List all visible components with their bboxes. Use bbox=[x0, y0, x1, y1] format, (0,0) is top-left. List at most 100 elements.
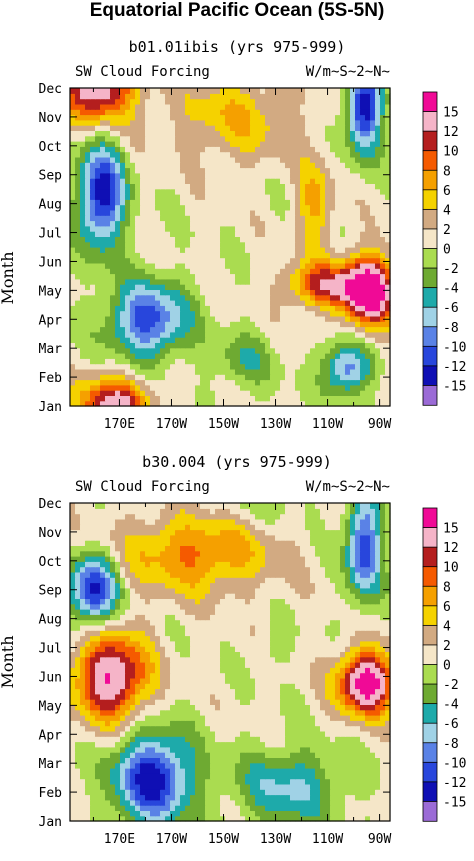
field-cell bbox=[355, 199, 361, 205]
field-cell bbox=[315, 109, 321, 115]
field-cell bbox=[355, 215, 361, 221]
field-cell bbox=[290, 226, 296, 232]
field-cell bbox=[380, 795, 386, 801]
field-cell bbox=[215, 358, 221, 364]
field-cell bbox=[340, 130, 346, 136]
field-cell bbox=[125, 279, 131, 285]
field-cell bbox=[150, 199, 156, 205]
field-cell bbox=[80, 279, 86, 285]
field-cell bbox=[105, 157, 111, 163]
field-cell bbox=[260, 789, 266, 795]
field-cell bbox=[115, 784, 121, 790]
field-cell bbox=[165, 810, 171, 816]
field-cell bbox=[225, 747, 231, 753]
field-cell bbox=[135, 805, 141, 811]
field-cell bbox=[280, 757, 286, 763]
field-cell bbox=[225, 316, 231, 322]
field-cell bbox=[160, 199, 166, 205]
field-cell bbox=[305, 146, 311, 152]
field-cell bbox=[160, 168, 166, 174]
field-cell bbox=[205, 268, 211, 274]
field-cell bbox=[200, 189, 206, 195]
field-cell bbox=[225, 810, 231, 816]
field-cell bbox=[75, 736, 81, 742]
field-cell bbox=[315, 125, 321, 131]
field-cell bbox=[135, 289, 141, 295]
right-string: W/m~S~2~N~ bbox=[306, 479, 390, 495]
field-cell bbox=[280, 369, 286, 375]
field-cell bbox=[275, 236, 281, 242]
field-cell bbox=[85, 221, 91, 227]
field-cell bbox=[230, 226, 236, 232]
field-cell bbox=[245, 757, 251, 763]
field-cell bbox=[190, 327, 196, 333]
field-cell bbox=[125, 784, 131, 790]
field-cell bbox=[220, 316, 226, 322]
field-cell bbox=[70, 263, 76, 269]
field-cell bbox=[365, 395, 371, 401]
field-cell bbox=[290, 805, 296, 811]
field-cell bbox=[100, 226, 106, 232]
field-cell bbox=[300, 316, 306, 322]
field-cell bbox=[220, 247, 226, 253]
field-cell bbox=[310, 183, 316, 189]
field-cell bbox=[350, 353, 356, 359]
field-cell bbox=[270, 779, 276, 785]
field-cell bbox=[350, 120, 356, 126]
field-cell bbox=[95, 115, 101, 121]
field-cell bbox=[355, 226, 361, 232]
field-cell bbox=[280, 327, 286, 333]
field-cell bbox=[85, 295, 91, 301]
field-cell bbox=[255, 152, 261, 158]
field-cell bbox=[185, 168, 191, 174]
field-cell bbox=[150, 768, 156, 774]
field-cell bbox=[260, 226, 266, 232]
field-cell bbox=[270, 369, 276, 375]
field-cell bbox=[80, 369, 86, 375]
field-cell bbox=[370, 311, 376, 317]
field-cell bbox=[160, 321, 166, 327]
field-cell bbox=[230, 274, 236, 280]
field-cell bbox=[100, 194, 106, 200]
field-cell bbox=[90, 104, 96, 110]
field-cell bbox=[150, 736, 156, 742]
field-cell bbox=[100, 221, 106, 227]
field-cell bbox=[280, 779, 286, 785]
field-cell bbox=[375, 152, 381, 158]
field-cell bbox=[260, 88, 266, 94]
field-cell bbox=[135, 242, 141, 248]
field-cell bbox=[145, 120, 151, 126]
field-cell bbox=[115, 390, 121, 396]
field-cell bbox=[100, 380, 106, 386]
field-cell bbox=[300, 747, 306, 753]
field-cell bbox=[105, 364, 111, 370]
field-cell bbox=[215, 752, 221, 758]
field-cell bbox=[365, 236, 371, 242]
field-cell bbox=[230, 146, 236, 152]
field-cell bbox=[220, 215, 226, 221]
field-cell bbox=[115, 279, 121, 285]
field-cell bbox=[170, 742, 176, 748]
field-cell bbox=[330, 268, 336, 274]
field-cell bbox=[360, 795, 366, 801]
field-cell bbox=[265, 300, 271, 306]
field-cell bbox=[360, 374, 366, 380]
field-cell bbox=[255, 173, 261, 179]
field-cell bbox=[245, 358, 251, 364]
field-cell bbox=[290, 99, 296, 105]
field-cell bbox=[235, 258, 241, 264]
field-cell bbox=[155, 348, 161, 354]
field-cell bbox=[295, 805, 301, 811]
field-cell bbox=[140, 369, 146, 375]
field-cell bbox=[220, 258, 226, 264]
field-cell bbox=[130, 284, 136, 290]
field-cell bbox=[315, 162, 321, 168]
field-cell bbox=[250, 805, 256, 811]
field-cell bbox=[235, 120, 241, 126]
field-cell bbox=[285, 268, 291, 274]
field-cell bbox=[125, 810, 131, 816]
field-cell bbox=[295, 115, 301, 121]
field-cell bbox=[70, 173, 76, 179]
field-cell bbox=[180, 205, 186, 211]
field-cell bbox=[215, 300, 221, 306]
